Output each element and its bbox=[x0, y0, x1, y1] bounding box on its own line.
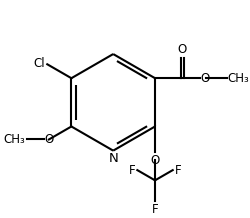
Text: F: F bbox=[129, 164, 136, 177]
Text: CH₃: CH₃ bbox=[228, 72, 249, 85]
Text: CH₃: CH₃ bbox=[3, 133, 25, 146]
Text: F: F bbox=[174, 164, 181, 177]
Text: O: O bbox=[178, 43, 187, 56]
Text: N: N bbox=[108, 152, 118, 165]
Text: F: F bbox=[152, 203, 158, 216]
Text: O: O bbox=[44, 133, 54, 146]
Text: O: O bbox=[150, 154, 160, 167]
Text: O: O bbox=[200, 72, 210, 85]
Text: Cl: Cl bbox=[34, 57, 46, 70]
